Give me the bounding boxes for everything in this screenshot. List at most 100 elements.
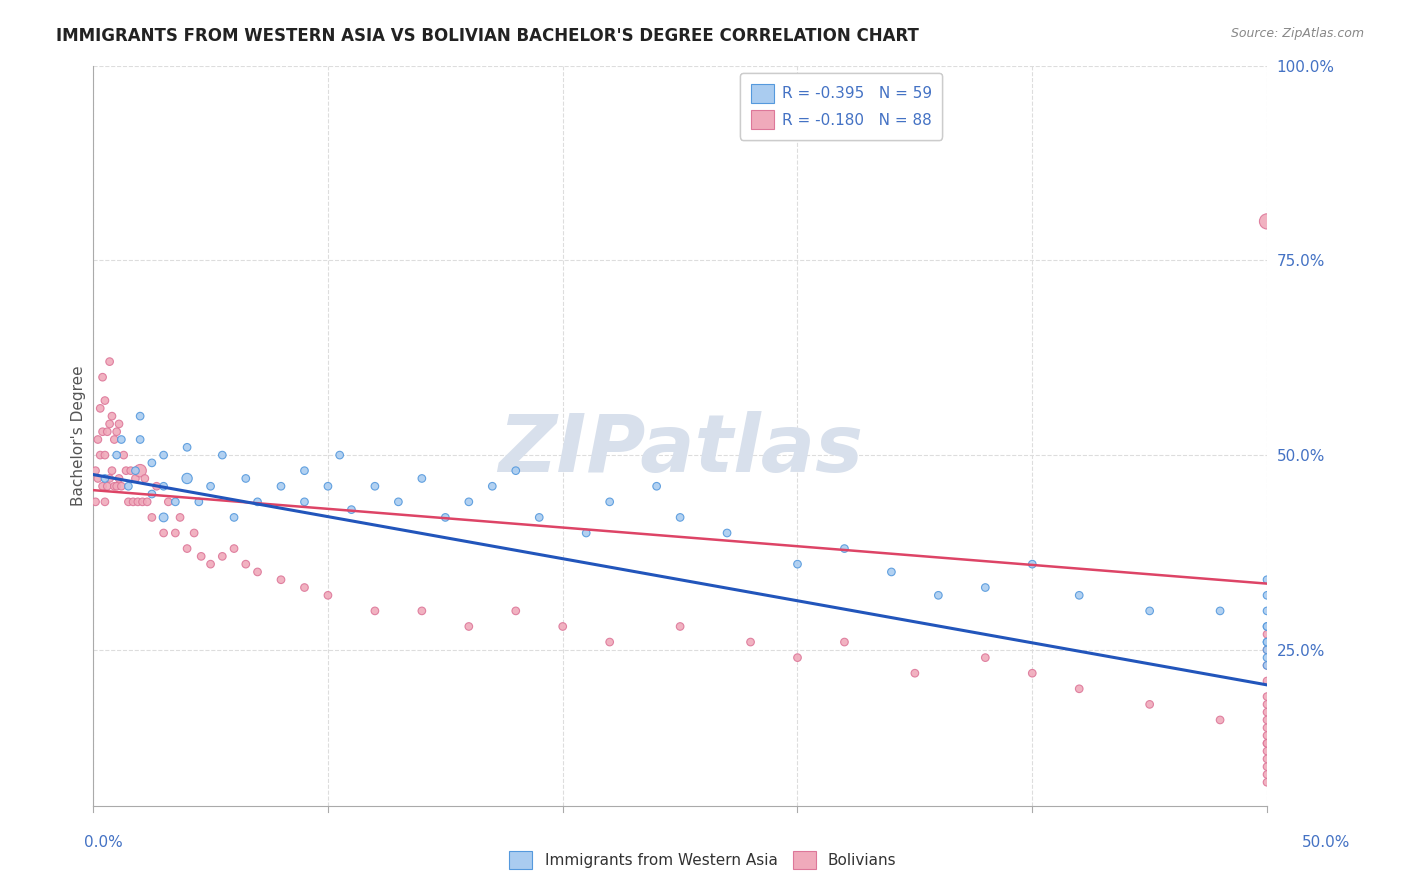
Point xyxy=(387,495,409,509)
Point xyxy=(1256,658,1278,673)
Point xyxy=(1256,643,1278,657)
Point xyxy=(98,471,121,485)
Point xyxy=(165,495,187,509)
Point xyxy=(1256,744,1278,758)
Point xyxy=(110,433,132,447)
Point xyxy=(1139,698,1161,712)
Y-axis label: Bachelor's Degree: Bachelor's Degree xyxy=(72,366,86,506)
Text: Source: ZipAtlas.com: Source: ZipAtlas.com xyxy=(1230,27,1364,40)
Point xyxy=(176,440,198,454)
Point xyxy=(927,588,949,602)
Point xyxy=(669,619,692,633)
Point xyxy=(124,464,146,478)
Point xyxy=(411,471,433,485)
Point xyxy=(294,464,316,478)
Text: 50.0%: 50.0% xyxy=(1302,836,1350,850)
Point xyxy=(222,510,245,524)
Point xyxy=(200,557,222,571)
Point xyxy=(145,479,167,493)
Point xyxy=(1256,673,1278,688)
Point xyxy=(434,510,457,524)
Point xyxy=(1256,635,1278,649)
Point xyxy=(108,471,131,485)
Point xyxy=(115,464,138,478)
Point xyxy=(246,495,269,509)
Point xyxy=(98,417,121,431)
Point xyxy=(200,479,222,493)
Point xyxy=(211,549,233,564)
Point xyxy=(270,479,292,493)
Point xyxy=(481,479,503,493)
Point xyxy=(105,479,128,493)
Point xyxy=(1256,588,1278,602)
Point xyxy=(169,510,191,524)
Point xyxy=(141,510,163,524)
Point xyxy=(101,409,124,424)
Point xyxy=(974,650,997,665)
Point xyxy=(112,448,135,462)
Point xyxy=(152,526,174,541)
Point xyxy=(131,495,153,509)
Point xyxy=(1256,690,1278,704)
Point xyxy=(270,573,292,587)
Point xyxy=(105,448,128,462)
Point xyxy=(880,565,903,579)
Point xyxy=(165,526,187,541)
Point xyxy=(364,604,387,618)
Point xyxy=(176,471,198,485)
Point xyxy=(786,557,808,571)
Point xyxy=(1256,214,1278,228)
Point xyxy=(1069,588,1091,602)
Point xyxy=(94,393,117,408)
Point xyxy=(91,370,114,384)
Point xyxy=(716,526,738,541)
Point xyxy=(1256,573,1278,587)
Point xyxy=(101,464,124,478)
Point xyxy=(211,448,233,462)
Point xyxy=(105,425,128,439)
Point xyxy=(108,417,131,431)
Point xyxy=(222,541,245,556)
Point xyxy=(329,448,352,462)
Text: ZIPatlas: ZIPatlas xyxy=(498,411,863,490)
Point xyxy=(551,619,574,633)
Point xyxy=(98,354,121,368)
Point xyxy=(1256,760,1278,774)
Point xyxy=(127,495,149,509)
Point xyxy=(1021,557,1043,571)
Point xyxy=(1256,705,1278,719)
Point xyxy=(129,464,152,478)
Point xyxy=(740,635,762,649)
Point xyxy=(340,502,363,516)
Point xyxy=(187,495,209,509)
Point xyxy=(316,479,339,493)
Point xyxy=(103,479,125,493)
Point xyxy=(1256,698,1278,712)
Point xyxy=(1256,713,1278,727)
Point xyxy=(645,479,668,493)
Point xyxy=(1256,658,1278,673)
Point xyxy=(117,479,139,493)
Point xyxy=(1256,604,1278,618)
Point xyxy=(134,471,156,485)
Point xyxy=(176,541,198,556)
Text: IMMIGRANTS FROM WESTERN ASIA VS BOLIVIAN BACHELOR'S DEGREE CORRELATION CHART: IMMIGRANTS FROM WESTERN ASIA VS BOLIVIAN… xyxy=(56,27,920,45)
Point xyxy=(1069,681,1091,696)
Point xyxy=(152,479,174,493)
Point xyxy=(669,510,692,524)
Point xyxy=(294,495,316,509)
Point xyxy=(96,479,118,493)
Point xyxy=(1256,643,1278,657)
Point xyxy=(89,448,111,462)
Point xyxy=(599,635,621,649)
Point xyxy=(411,604,433,618)
Point xyxy=(1256,767,1278,781)
Point xyxy=(84,495,107,509)
Point xyxy=(96,425,118,439)
Point xyxy=(904,666,927,681)
Point xyxy=(91,479,114,493)
Point xyxy=(103,433,125,447)
Point xyxy=(505,464,527,478)
Point xyxy=(1256,736,1278,750)
Point xyxy=(457,495,479,509)
